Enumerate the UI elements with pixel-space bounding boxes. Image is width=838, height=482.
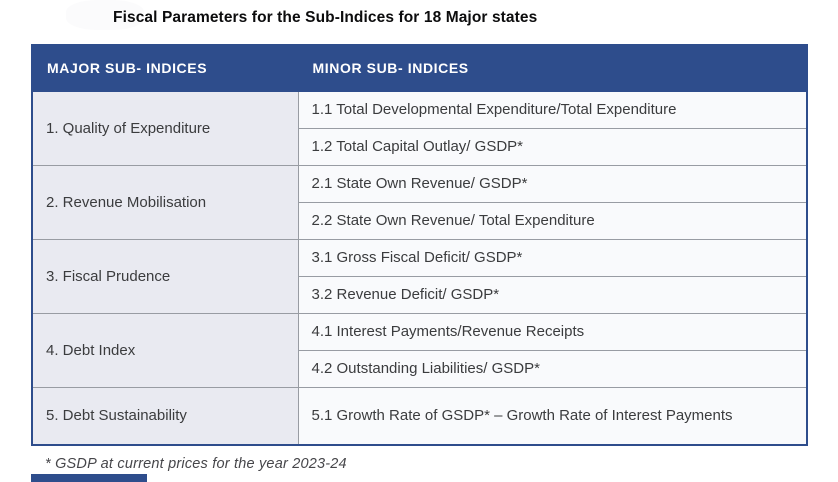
next-table-edge [31, 474, 147, 482]
table-row: 1.2 Total Capital Outlay/ GSDP* [32, 127, 808, 166]
column-header-major-sub-indices: MAJOR SUB- INDICES [31, 44, 299, 92]
minor-sub-index-cell: 1.1 Total Developmental Expenditure/Tota… [297, 90, 808, 129]
table-row: 4. Debt Index 4.1 Interest Payments/Reven… [31, 312, 808, 388]
table-body: 1. Quality of Expenditure 1.1 Total Devel… [31, 90, 808, 446]
minor-sub-index-cell: 3.2 Revenue Deficit/ GSDP* [297, 275, 808, 314]
minor-sub-index-cell: 2.2 State Own Revenue/ Total Expenditure [297, 201, 808, 240]
page-title: Fiscal Parameters for the Sub-Indices fo… [113, 9, 538, 26]
major-sub-index-cell: 4. Debt Index [31, 312, 299, 388]
minor-sub-index-cell: 4.2 Outstanding Liabilities/ GSDP* [297, 349, 808, 388]
table-row: 1. Quality of Expenditure 1.1 Total Devel… [31, 90, 808, 166]
table-row: 4.2 Outstanding Liabilities/ GSDP* [32, 349, 808, 388]
scan-artifact [66, 0, 144, 30]
fiscal-parameters-table: MAJOR SUB- INDICES MINOR SUB- INDICES 1.… [31, 44, 808, 446]
table-row: 3.2 Revenue Deficit/ GSDP* [32, 275, 808, 314]
minor-sub-index-cell: 4.1 Interest Payments/Revenue Receipts [297, 312, 808, 351]
major-sub-index-cell: 1. Quality of Expenditure [31, 90, 299, 166]
table-row: 2. Revenue Mobilisation 2.1 State Own Rev… [31, 164, 808, 240]
major-sub-index-cell: 5. Debt Sustainability [31, 386, 299, 446]
minor-sub-index-cell: 3.1 Gross Fiscal Deficit/ GSDP* [297, 238, 808, 277]
minor-sub-index-cell: 5.1 Growth Rate of GSDP* – Growth Rate o… [297, 386, 808, 446]
table-row: 5. Debt Sustainability 5.1 Growth Rate of… [31, 386, 808, 446]
major-sub-index-cell: 3. Fiscal Prudence [31, 238, 299, 314]
table-row: 2.2 State Own Revenue/ Total Expenditure [32, 201, 808, 240]
table-header-row: MAJOR SUB- INDICES MINOR SUB- INDICES [31, 44, 808, 92]
table-row: 3. Fiscal Prudence 3.1 Gross Fiscal Defic… [31, 238, 808, 314]
major-sub-index-cell: 2. Revenue Mobilisation [31, 164, 299, 240]
minor-sub-index-cell: 2.1 State Own Revenue/ GSDP* [297, 164, 808, 203]
column-header-minor-sub-indices: MINOR SUB- INDICES [297, 44, 808, 92]
minor-sub-index-cell: 1.2 Total Capital Outlay/ GSDP* [297, 127, 808, 166]
gsdp-footnote: * GSDP at current prices for the year 20… [45, 456, 347, 472]
